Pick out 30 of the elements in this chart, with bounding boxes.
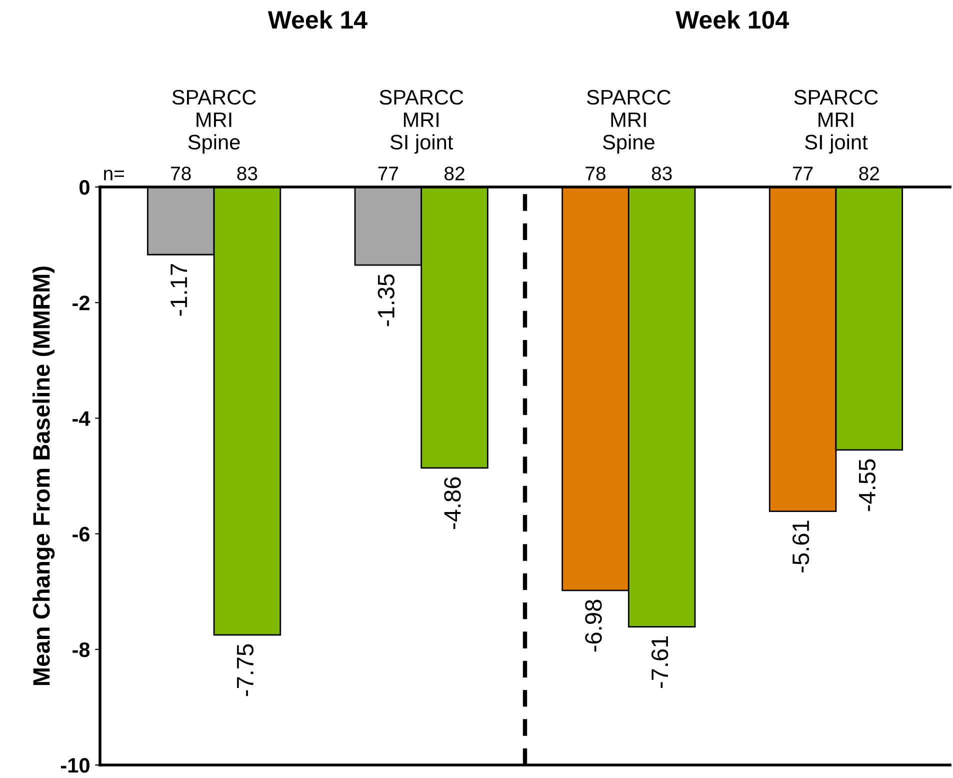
data-label: -1.35 <box>378 274 395 326</box>
data-label: -7.61 <box>651 636 668 688</box>
y-tick-label: -4 <box>72 411 90 426</box>
text: 77 <box>378 166 398 180</box>
text: 82 <box>859 166 879 180</box>
text: Week 104 <box>676 10 789 29</box>
data-label: -5.61 <box>792 520 810 572</box>
text: Week 14 <box>268 10 368 29</box>
y-tick-label: 0 <box>80 180 90 195</box>
text: 78 <box>171 166 191 180</box>
text: n= <box>104 170 124 180</box>
data-label: -7.75 <box>237 644 254 696</box>
data-label: -1.17 <box>170 264 187 316</box>
y-axis-title: Mean Change From Baseline (MMRM) <box>32 266 55 685</box>
x-tick-label: SPARCC MRI SI joint <box>380 90 464 154</box>
data-label: -6.98 <box>585 600 602 652</box>
text: 77 <box>792 166 813 180</box>
text: 82 <box>444 166 464 180</box>
y-tick-label: -8 <box>72 642 90 658</box>
data-label: -4.55 <box>859 459 876 512</box>
y-tick-label: -10 <box>60 758 90 773</box>
text: 83 <box>652 166 672 180</box>
data-label: -4.86 <box>444 477 461 530</box>
x-tick-label: SPARCC MRI SI joint <box>794 90 878 154</box>
y-tick-label: -6 <box>72 526 90 542</box>
text: 83 <box>237 166 258 180</box>
y-tick-label: -2 <box>72 296 90 310</box>
text: 78 <box>586 166 606 180</box>
x-tick-label: SPARCC MRI Spine <box>172 90 256 154</box>
x-tick-label: SPARCC MRI Spine <box>586 90 671 154</box>
